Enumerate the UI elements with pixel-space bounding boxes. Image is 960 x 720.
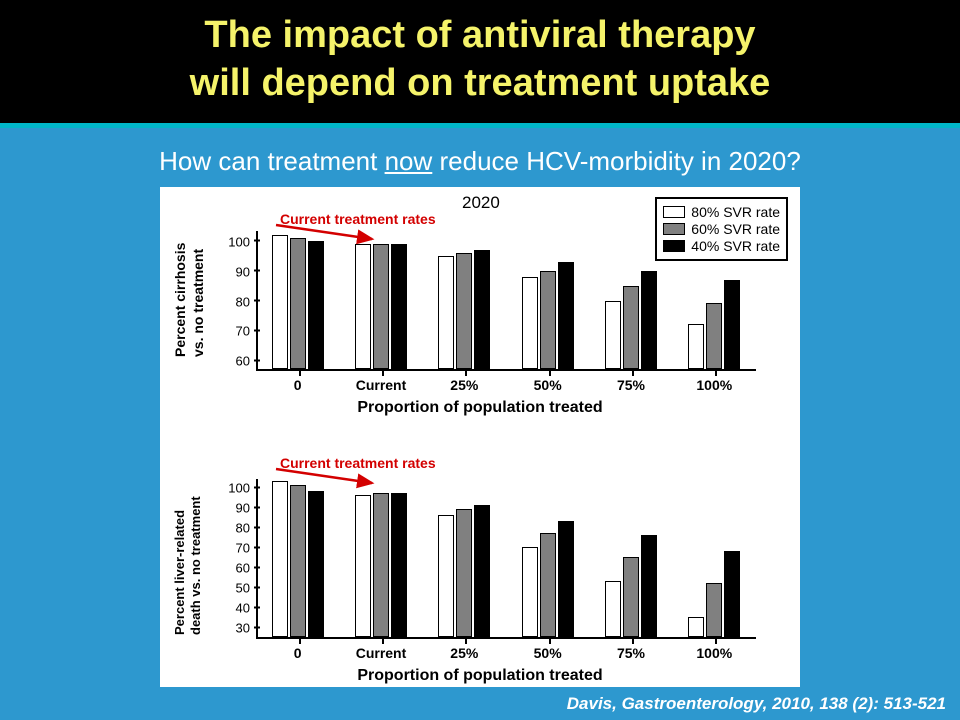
slide: The impact of antiviral therapy will dep… [0,0,960,720]
bar-black [558,262,574,369]
bar-white [272,481,288,637]
y-tick: 90 [224,501,258,516]
bar-white [438,515,454,637]
x-label: 50% [506,377,589,393]
x-label: 75% [589,377,672,393]
x-label: 25% [423,645,506,661]
subtitle: How can treatment now reduce HCV-morbidi… [159,146,801,177]
bar-black [641,271,657,369]
bar-black [474,505,490,637]
y-tick: 60 [224,561,258,576]
y-tick: 90 [224,264,258,279]
bar-group [272,481,324,637]
y-tick: 80 [224,294,258,309]
x-label: 75% [589,645,672,661]
top-xtitle: Proportion of population treated [160,399,800,417]
subtitle-underlined: now [385,146,433,176]
bar-white [605,581,621,637]
bar-group [522,521,574,637]
bar-black [724,551,740,637]
top-ylabel-1: Percent cirrhosis [172,243,188,357]
bar-group [438,250,490,369]
x-label: Current [339,645,422,661]
bar-group [438,505,490,637]
bar-group [605,535,657,637]
bar-white [605,301,621,370]
bar-gray [540,533,556,637]
bar-gray [290,238,306,369]
y-tick: 60 [224,354,258,369]
bar-gray [706,303,722,369]
bottom-xtitle: Proportion of population treated [160,667,800,685]
bar-black [474,250,490,369]
y-tick: 30 [224,621,258,636]
chart-panel: 2020 80% SVR rate 60% SVR rate 40% SVR r… [160,187,800,687]
bar-gray [373,493,389,637]
bar-black [308,241,324,369]
y-tick: 100 [224,481,258,496]
bar-white [688,324,704,369]
title-line1: The impact of antiviral therapy [20,12,940,60]
bar-group [688,551,740,637]
y-tick: 80 [224,521,258,536]
y-tick: 70 [224,324,258,339]
top-xlabels: 0Current25%50%75%100% [256,377,756,393]
bar-gray [373,244,389,369]
legend-swatch-white [663,206,685,218]
x-label: 100% [673,377,756,393]
body-area: How can treatment now reduce HCV-morbidi… [0,128,960,720]
y-tick: 40 [224,601,258,616]
x-label: 50% [506,645,589,661]
bar-white [522,547,538,637]
bar-black [391,493,407,637]
title-line2: will depend on treatment uptake [20,60,940,108]
y-tick: 100 [224,234,258,249]
x-label: 0 [256,645,339,661]
x-label: Current [339,377,422,393]
bar-group [522,262,574,369]
bar-white [522,277,538,369]
bar-group [355,244,407,369]
bar-white [438,256,454,369]
bar-white [355,244,371,369]
subtitle-post: reduce HCV-morbidity in 2020? [432,146,801,176]
y-tick: 70 [224,541,258,556]
bottom-ylabel-1: Percent liver-related [172,510,187,635]
legend-label: 80% SVR rate [691,204,780,220]
x-label: 0 [256,377,339,393]
bar-group [272,235,324,369]
bar-group [688,280,740,369]
bar-gray [623,286,639,369]
legend-row: 80% SVR rate [663,204,780,220]
bar-white [355,495,371,637]
bar-white [272,235,288,369]
bar-black [391,244,407,369]
bar-black [724,280,740,369]
bar-group [605,271,657,369]
citation: Davis, Gastroenterology, 2010, 138 (2): … [567,694,946,714]
subtitle-pre: How can treatment [159,146,384,176]
x-label: 100% [673,645,756,661]
bar-black [641,535,657,637]
bar-gray [456,253,472,369]
bar-group [355,493,407,637]
bar-gray [623,557,639,637]
bar-black [308,491,324,637]
bar-gray [456,509,472,637]
bar-gray [706,583,722,637]
x-label: 25% [423,377,506,393]
bar-black [558,521,574,637]
bottom-ylabel-2: death vs. no treatment [188,496,203,635]
y-tick: 50 [224,581,258,596]
year-label: 2020 [462,193,500,213]
bar-white [688,617,704,637]
bar-gray [540,271,556,369]
bar-gray [290,485,306,637]
bottom-plot: 30405060708090100 [256,479,756,639]
top-ylabel-2: vs. no treatment [190,249,206,357]
bottom-xlabels: 0Current25%50%75%100% [256,645,756,661]
top-plot: 60708090100 [256,231,756,371]
title-band: The impact of antiviral therapy will dep… [0,0,960,128]
